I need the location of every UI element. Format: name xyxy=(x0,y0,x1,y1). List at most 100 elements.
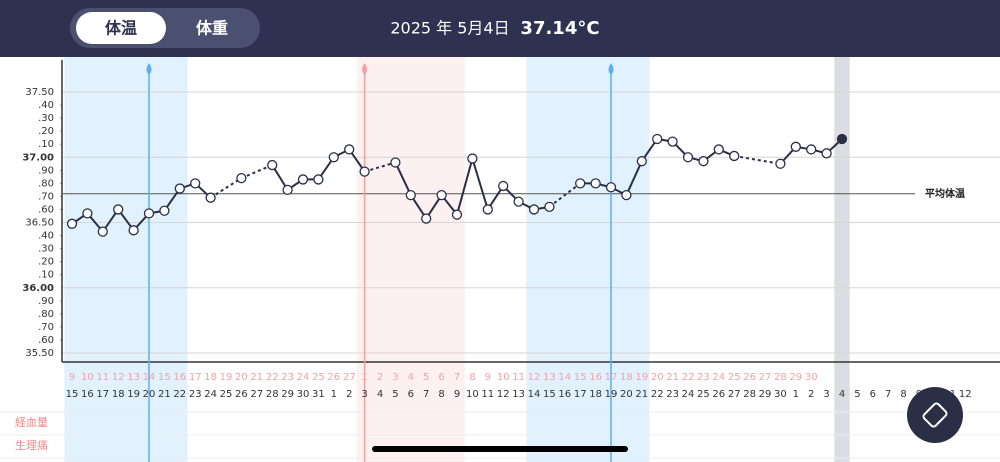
gap-connector xyxy=(210,177,242,199)
x-tick-label: 1 xyxy=(331,389,337,400)
y-tick-label: .80 xyxy=(38,178,54,189)
temperature-point xyxy=(328,152,339,163)
x-tick-label: 12 xyxy=(959,389,972,400)
temperature-point xyxy=(713,144,724,155)
y-tick-label: .10 xyxy=(38,270,54,281)
x-tick-label: 4 xyxy=(839,389,845,400)
cycle-day-label: 13 xyxy=(127,372,140,383)
x-tick-label: 13 xyxy=(512,389,525,400)
temperature-point xyxy=(636,156,647,167)
x-tick-label: 15 xyxy=(543,389,556,400)
y-tick-label: .60 xyxy=(38,335,54,346)
y-tick-label: .20 xyxy=(38,126,54,137)
rotate-button[interactable] xyxy=(907,387,963,443)
event-marker xyxy=(146,63,152,75)
temperature-point xyxy=(621,189,632,201)
temperature-point xyxy=(128,225,139,236)
x-tick-label: 8 xyxy=(438,389,444,400)
x-tick-label: 16 xyxy=(81,389,94,400)
button-circle[interactable] xyxy=(907,387,963,443)
temperature-line xyxy=(71,182,212,234)
cycle-day-label: 11 xyxy=(96,372,109,383)
tab-selected[interactable] xyxy=(76,12,166,44)
temperature-point xyxy=(528,204,540,215)
tab-temperature[interactable]: 体温 xyxy=(105,19,137,38)
gap-connector xyxy=(364,161,396,173)
x-tick-label: 2 xyxy=(346,389,352,400)
cycle-day-label: 20 xyxy=(235,372,248,383)
x-tick-label: 3 xyxy=(823,389,829,400)
x-tick-label: 21 xyxy=(158,389,171,400)
cycle-day-label: 2 xyxy=(377,372,383,383)
gap-connector xyxy=(734,154,781,165)
cycle-day-label: 25 xyxy=(728,372,741,383)
x-tick-label: 25 xyxy=(220,389,233,400)
x-tick-label: 3 xyxy=(361,389,367,400)
cycle-day-label: 9 xyxy=(69,372,75,383)
temperature-point xyxy=(775,158,786,169)
x-tick-label: 29 xyxy=(759,389,772,400)
x-tick-label: 26 xyxy=(235,389,248,400)
y-tick-label: .90 xyxy=(38,165,54,176)
y-tick-label: .20 xyxy=(38,257,54,268)
x-tick-label: 17 xyxy=(96,389,109,400)
y-tick-label: 35.50 xyxy=(25,348,54,359)
phase-band xyxy=(356,57,465,462)
temperature-point xyxy=(836,133,848,145)
x-tick-label: 5 xyxy=(854,389,860,400)
x-tick-label: 9 xyxy=(454,389,460,400)
cycle-day-label: 30 xyxy=(805,372,818,383)
cycle-day-label: 28 xyxy=(774,372,787,383)
cycle-day-label: 26 xyxy=(743,372,756,383)
x-tick-label: 10 xyxy=(466,389,479,400)
cycle-day-label: 14 xyxy=(558,372,571,383)
x-tick-label: 7 xyxy=(423,389,429,400)
cycle-day-label: 14 xyxy=(143,372,156,383)
x-tick-label: 30 xyxy=(774,389,787,400)
phase-band xyxy=(526,57,650,462)
x-tick-label: 24 xyxy=(682,389,695,400)
header-temperature: 37.14°C xyxy=(520,18,599,39)
cycle-day-label: 16 xyxy=(589,372,602,383)
row-label: 生理痛 xyxy=(15,438,48,452)
y-tick-label: .30 xyxy=(38,113,54,124)
temperature-point xyxy=(652,133,663,145)
phase-band xyxy=(834,57,850,462)
cycle-day-label: 5 xyxy=(423,372,429,383)
x-tick-label: 31 xyxy=(312,389,325,400)
x-tick-label: 6 xyxy=(408,389,414,400)
x-tick-label: 22 xyxy=(173,389,186,400)
cycle-day-label: 27 xyxy=(759,372,772,383)
temperature-point xyxy=(467,153,478,164)
cycle-day-label: 15 xyxy=(158,372,171,383)
x-tick-label: 23 xyxy=(666,389,679,400)
x-tick-label: 15 xyxy=(66,389,79,400)
cycle-day-label: 7 xyxy=(454,372,460,383)
y-tick-label: .70 xyxy=(38,191,54,202)
x-tick-label: 17 xyxy=(574,389,587,400)
cycle-day-label: 24 xyxy=(297,372,310,383)
x-tick-label: 22 xyxy=(651,389,664,400)
temperature-point xyxy=(97,226,108,237)
cycle-day-label: 25 xyxy=(312,372,325,383)
cycle-day-label: 11 xyxy=(512,372,525,383)
home-indicator xyxy=(372,446,628,452)
x-tick-label: 21 xyxy=(635,389,648,400)
cycle-day-label: 16 xyxy=(173,372,186,383)
temperature-point xyxy=(498,180,509,192)
gap-connector xyxy=(548,182,581,208)
event-marker xyxy=(362,63,368,75)
x-tick-label: 4 xyxy=(377,389,383,400)
temperature-point xyxy=(390,157,401,168)
x-tick-label: 18 xyxy=(589,389,602,400)
y-tick-label: 36.50 xyxy=(25,218,54,229)
cycle-day-label: 27 xyxy=(343,372,356,383)
cycle-day-label: 18 xyxy=(620,372,633,383)
temperature-point xyxy=(205,192,216,203)
temperature-point xyxy=(421,213,432,224)
tab-weight[interactable]: 体重 xyxy=(196,19,228,38)
temperature-point xyxy=(344,144,355,155)
cycle-day-label: 10 xyxy=(497,372,510,383)
x-tick-label: 2 xyxy=(808,389,814,400)
temperature-point xyxy=(405,189,416,201)
